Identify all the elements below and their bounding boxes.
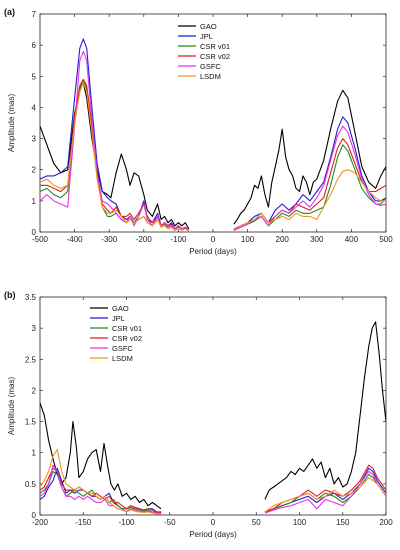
series-line-gao xyxy=(40,81,190,230)
series-group xyxy=(40,321,386,515)
legend-label-csr-v02: CSR v02 xyxy=(200,52,230,61)
legend-label-jpl: JPL xyxy=(200,32,213,41)
x-tick-label: -400 xyxy=(67,235,84,244)
series-line-gao xyxy=(264,321,386,500)
x-tick-label: 50 xyxy=(252,518,261,527)
panel-label: (a) xyxy=(4,7,15,17)
series-line-lsdm xyxy=(40,81,190,232)
legend-label-csr-v01: CSR v01 xyxy=(112,324,142,333)
x-axis-label: Period (days) xyxy=(189,247,237,256)
legend-label-csr-v02: CSR v02 xyxy=(112,334,142,343)
x-tick-label: 100 xyxy=(241,235,255,244)
legend-label-lsdm: LSDM xyxy=(112,354,133,363)
y-tick-label: 6 xyxy=(32,41,37,50)
series-line-gao xyxy=(233,89,386,225)
x-tick-label: -200 xyxy=(32,518,49,527)
x-tick-label: 400 xyxy=(345,235,359,244)
x-tick-label: 0 xyxy=(211,235,216,244)
series-line-lsdm xyxy=(233,169,386,230)
series-line-gsfc xyxy=(264,470,386,514)
series-line-gsfc xyxy=(40,464,162,515)
series-line-csr-v01 xyxy=(40,470,162,514)
y-tick-label: 0.5 xyxy=(25,480,37,489)
series-line-jpl xyxy=(40,38,190,231)
series-line-csr-v01 xyxy=(40,78,190,231)
series-line-csr-v01 xyxy=(264,473,386,513)
legend-label-lsdm: LSDM xyxy=(200,72,221,81)
x-tick-label: -200 xyxy=(136,235,153,244)
x-tick-label: 200 xyxy=(276,235,290,244)
x-axis-label: Period (days) xyxy=(189,530,237,539)
chart-panel-1: (a) -500 -400 -300 -200 -100 0 100 200 300 400 500 0… xyxy=(4,7,393,256)
y-tick-label: 3 xyxy=(32,324,37,333)
y-tick-label: 2 xyxy=(32,166,37,175)
series-group xyxy=(40,38,386,232)
y-tick-label: 7 xyxy=(32,10,37,19)
y-tick-label: 0 xyxy=(32,228,37,237)
legend-label-gao: GAO xyxy=(112,304,129,313)
y-axis-label: Amplitude (mas) xyxy=(7,94,16,153)
x-tick-label: 300 xyxy=(310,235,324,244)
legend-label-gao: GAO xyxy=(200,22,217,31)
y-tick-label: 0 xyxy=(32,511,37,520)
x-tick-label: 500 xyxy=(379,235,393,244)
x-tick-label: 150 xyxy=(336,518,350,527)
x-tick-label: -100 xyxy=(118,518,135,527)
x-tick-label: -150 xyxy=(75,518,92,527)
series-line-jpl xyxy=(233,116,386,230)
y-tick-label: 2 xyxy=(32,386,37,395)
x-tick-label: -100 xyxy=(170,235,187,244)
legend-label-csr-v01: CSR v01 xyxy=(200,42,230,51)
x-tick-label: 100 xyxy=(293,518,307,527)
legend-label-jpl: JPL xyxy=(112,314,125,323)
series-line-lsdm xyxy=(264,477,386,513)
legend-label-gsfc: GSFC xyxy=(200,62,221,71)
legend-label-gsfc: GSFC xyxy=(112,344,133,353)
x-tick-label: -300 xyxy=(101,235,118,244)
y-tick-label: 2.5 xyxy=(25,355,37,364)
series-line-lsdm xyxy=(40,449,162,515)
y-tick-label: 3 xyxy=(32,135,37,144)
y-tick-label: 5 xyxy=(32,72,37,81)
x-tick-label: -500 xyxy=(32,235,49,244)
y-axis-label: Amplitude (mas) xyxy=(7,377,16,436)
y-tick-label: 4 xyxy=(32,103,37,112)
series-line-gsfc xyxy=(233,125,386,231)
chart-panel-2: (b) -200 -150 -100 -50 0 50 100 150 200 0 0.5 1 1.5 2 2… xyxy=(4,290,393,539)
y-tick-label: 1.5 xyxy=(25,418,37,427)
y-tick-label: 1 xyxy=(32,449,37,458)
series-line-csr-v02 xyxy=(40,78,190,231)
x-tick-label: 200 xyxy=(379,518,393,527)
x-tick-label: 0 xyxy=(211,518,216,527)
x-tick-label: -50 xyxy=(164,518,176,527)
y-tick-label: 3.5 xyxy=(25,293,37,302)
y-tick-label: 1 xyxy=(32,197,37,206)
panel-label: (b) xyxy=(4,290,16,300)
